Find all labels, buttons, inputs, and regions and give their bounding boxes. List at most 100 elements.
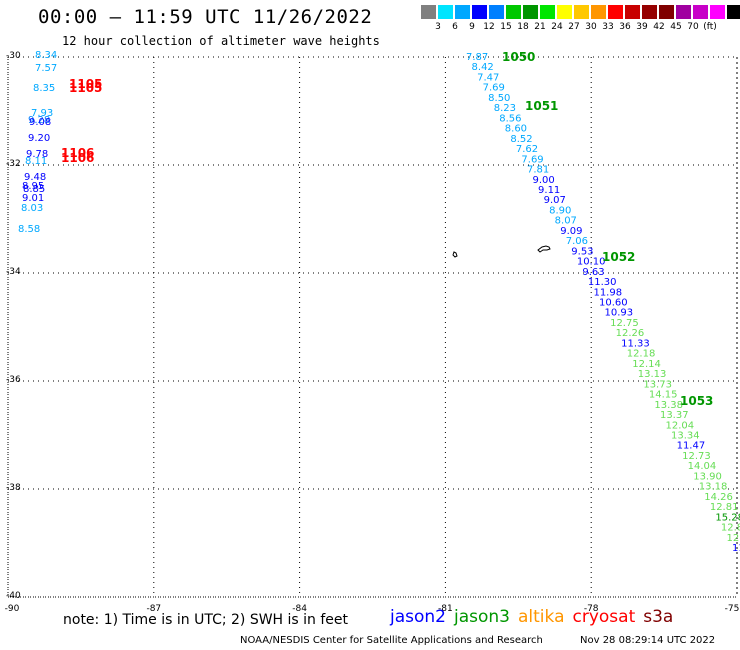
color-scale-label: 27 bbox=[568, 22, 580, 32]
wave-height-value: 9.28 bbox=[28, 115, 50, 126]
color-swatch bbox=[574, 5, 589, 19]
longitude-tick-label: -84 bbox=[292, 604, 307, 614]
wave-height-value: 9.20 bbox=[28, 133, 50, 144]
wave-height-value: 9.01 bbox=[22, 193, 44, 204]
wave-height-value: 8.58 bbox=[18, 224, 40, 235]
wave-height-value: 8.42 bbox=[472, 62, 494, 73]
wave-height-value: 13.37 bbox=[660, 410, 689, 421]
wave-height-value: 13.90 bbox=[693, 471, 722, 482]
wave-height-value: 14.15 bbox=[649, 390, 678, 401]
time-label: 1051 bbox=[525, 99, 558, 113]
wave-height-value: 7.93 bbox=[31, 108, 53, 119]
wave-height-value: 9.53 bbox=[571, 246, 593, 257]
wave-height-value: 12.18 bbox=[627, 349, 656, 360]
wave-height-value: 9.78 bbox=[26, 149, 48, 160]
wave-height-value: 7.81 bbox=[527, 165, 549, 176]
color-swatch bbox=[676, 5, 691, 19]
color-swatch bbox=[489, 5, 504, 19]
wave-height-value: 8.07 bbox=[555, 216, 577, 227]
color-scale-label: 36 bbox=[619, 22, 631, 32]
latitude-tick-label: -32 bbox=[6, 159, 21, 169]
color-scale-label: 15 bbox=[500, 22, 512, 32]
color-scale-label: 30 bbox=[585, 22, 597, 32]
color-swatch bbox=[608, 5, 623, 19]
color-swatch bbox=[540, 5, 555, 19]
legend-altika: altika bbox=[518, 607, 565, 627]
color-swatch bbox=[642, 5, 657, 19]
wave-height-value: 12.04 bbox=[666, 420, 695, 431]
wave-height-value: 8.03 bbox=[21, 203, 43, 214]
wave-height-value: 8.95 bbox=[22, 181, 44, 192]
wave-height-value: 7.62 bbox=[516, 144, 538, 155]
color-scale-label: 24 bbox=[551, 22, 563, 32]
longitude-tick-label: -87 bbox=[146, 604, 162, 614]
color-scale-label: 42 bbox=[653, 22, 665, 32]
color-swatch bbox=[710, 5, 725, 19]
wave-height-value: 8.52 bbox=[510, 134, 532, 145]
wave-height-value: 13.34 bbox=[671, 430, 700, 441]
wave-height-value: 13.73 bbox=[643, 379, 672, 390]
wave-height-value: 7.69 bbox=[483, 83, 505, 94]
wave-height-value: 11.47 bbox=[677, 441, 706, 452]
color-scale-label: 9 bbox=[469, 22, 475, 32]
satellite-legend: jason2 jason3 altika cryosat s3a bbox=[390, 607, 681, 627]
generated-timestamp: Nov 28 08:29:14 UTC 2022 bbox=[580, 635, 716, 646]
wave-height-value: 8.56 bbox=[499, 113, 521, 124]
wave-height-value: 10.60 bbox=[599, 298, 628, 309]
wave-height-value: 8.60 bbox=[505, 124, 527, 135]
wave-height-value: 12.81 bbox=[710, 502, 739, 513]
wave-height-value: 7.69 bbox=[521, 154, 543, 165]
color-scale-label: 6 bbox=[452, 22, 458, 32]
wave-height-value: 9.07 bbox=[544, 195, 566, 206]
wave-height-value: 9.00 bbox=[533, 175, 555, 186]
legend-cryosat: cryosat bbox=[572, 607, 636, 627]
wave-height-value: 9.09 bbox=[560, 226, 582, 237]
wave-height-value: 7.47 bbox=[477, 72, 499, 83]
color-swatch bbox=[506, 5, 521, 19]
wave-height-value: 9.63 bbox=[582, 267, 604, 278]
time-label: 1052 bbox=[602, 250, 635, 264]
wave-height-value: 11.33 bbox=[621, 338, 650, 349]
wave-height-value: 12.73 bbox=[682, 451, 711, 462]
wave-height-value: 12.8 bbox=[726, 533, 740, 544]
time-label: 1106 bbox=[61, 146, 94, 160]
wave-height-value: 12.14 bbox=[632, 359, 661, 370]
color-swatch bbox=[455, 5, 470, 19]
wave-height-value: 8.35 bbox=[33, 83, 55, 94]
footnote: note: 1) Time is in UTC; 2) SWH is in fe… bbox=[63, 612, 349, 628]
wave-height-value: 11.98 bbox=[593, 287, 622, 298]
longitude-tick-label: -81 bbox=[438, 604, 453, 614]
wave-height-value: 8.34 bbox=[35, 50, 57, 61]
latitude-tick-label: -34 bbox=[6, 267, 21, 277]
grid-lines bbox=[7, 56, 738, 598]
wave-height-value: 9.11 bbox=[538, 185, 560, 196]
color-scale-label: 45 bbox=[670, 22, 682, 32]
time-label: 1105 bbox=[69, 81, 102, 95]
color-swatch bbox=[591, 5, 606, 19]
latitude-tick-label: -40 bbox=[6, 591, 21, 601]
color-swatch bbox=[693, 5, 708, 19]
wave-height-value: 12.26 bbox=[616, 328, 645, 339]
wave-height-value: 9.08 bbox=[29, 117, 51, 128]
wave-height-value: 10.93 bbox=[605, 308, 634, 319]
latitude-tick-label: -38 bbox=[6, 483, 21, 493]
color-scale-label: 18 bbox=[517, 22, 529, 32]
color-scale-label: (ft) bbox=[703, 22, 717, 32]
legend-s3a: s3a bbox=[643, 607, 674, 627]
wave-height-value: 9.48 bbox=[24, 172, 46, 183]
color-scale-label: 21 bbox=[534, 22, 546, 32]
longitude-tick-label: -90 bbox=[4, 604, 20, 614]
color-swatch bbox=[523, 5, 538, 19]
wave-height-value: 8.90 bbox=[549, 205, 571, 216]
wave-height-value: 8.85 bbox=[23, 184, 45, 195]
longitude-tick-label: -75 bbox=[724, 604, 740, 614]
color-swatch bbox=[438, 5, 453, 19]
wave-height-value: 10.10 bbox=[577, 257, 606, 268]
page-subtitle: 12 hour collection of altimeter wave hei… bbox=[62, 34, 380, 48]
wave-height-points: 8.34 7.57 8.35 7.939.289.08 9.20 9.788.11 9.48… bbox=[18, 50, 740, 554]
time-label: 1105 bbox=[69, 77, 102, 91]
color-swatch bbox=[727, 5, 740, 19]
color-swatch bbox=[557, 5, 572, 19]
color-swatch bbox=[659, 5, 674, 19]
